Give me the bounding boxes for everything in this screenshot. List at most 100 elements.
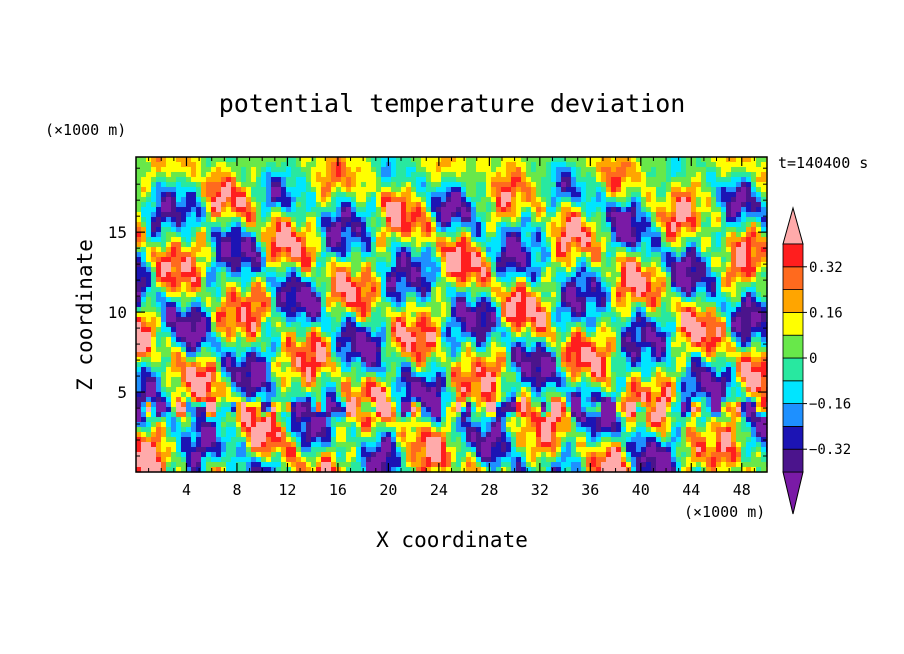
field-cell (181, 287, 187, 293)
field-cell (351, 222, 357, 228)
field-cell (631, 157, 637, 163)
field-cell (296, 332, 302, 338)
field-cell (671, 287, 677, 293)
field-cell (201, 177, 207, 183)
field-cell (561, 232, 567, 238)
field-cell (706, 332, 712, 338)
field-cell (426, 337, 432, 343)
field-cell (236, 182, 242, 188)
field-cell (721, 167, 727, 173)
field-cell (716, 227, 722, 233)
field-cell (211, 342, 217, 348)
field-cell (721, 187, 727, 193)
field-cell (146, 287, 152, 293)
field-cell (381, 282, 387, 288)
field-cell (271, 252, 277, 258)
field-cell (616, 327, 622, 333)
field-cell (531, 167, 537, 173)
field-cell (761, 192, 767, 198)
field-cell (161, 277, 167, 283)
field-cell (151, 332, 157, 338)
field-cell (631, 272, 637, 278)
field-cell (331, 312, 337, 318)
field-cell (441, 312, 447, 318)
field-cell (731, 172, 737, 178)
field-cell (571, 217, 577, 223)
field-cell (551, 167, 557, 173)
field-cell (216, 292, 222, 298)
field-cell (726, 227, 732, 233)
field-cell (516, 222, 522, 228)
field-cell (676, 262, 682, 268)
field-cell (286, 332, 292, 338)
field-cell (516, 307, 522, 313)
field-cell (736, 157, 742, 163)
field-cell (471, 187, 477, 193)
field-cell (341, 272, 347, 278)
field-cell (406, 312, 412, 318)
field-cell (716, 197, 722, 203)
field-cell (651, 162, 657, 168)
field-cell (606, 217, 612, 223)
field-cell (471, 177, 477, 183)
field-cell (616, 237, 622, 243)
field-cell (301, 317, 307, 323)
field-cell (361, 247, 367, 253)
field-cell (366, 277, 372, 283)
field-cell (751, 237, 757, 243)
field-cell (216, 222, 222, 228)
field-cell (666, 232, 672, 238)
field-cell (711, 267, 717, 273)
field-cell (661, 227, 667, 233)
field-cell (521, 182, 527, 188)
field-cell (141, 277, 147, 283)
field-cell (466, 222, 472, 228)
field-cell (371, 157, 377, 163)
field-cell (451, 322, 457, 328)
field-cell (311, 172, 317, 178)
field-cell (501, 327, 507, 333)
field-cell (291, 297, 297, 303)
field-cell (746, 247, 752, 253)
field-cell (191, 227, 197, 233)
field-cell (276, 312, 282, 318)
field-cell (356, 312, 362, 318)
field-cell (316, 237, 322, 243)
field-cell (291, 252, 297, 258)
field-cell (641, 172, 647, 178)
field-cell (186, 192, 192, 198)
field-cell (326, 167, 332, 173)
field-cell (726, 322, 732, 328)
field-cell (251, 227, 257, 233)
field-cell (501, 197, 507, 203)
field-cell (651, 272, 657, 278)
field-cell (176, 222, 182, 228)
field-cell (391, 262, 397, 268)
field-cell (556, 192, 562, 198)
field-cell (176, 212, 182, 218)
field-cell (676, 192, 682, 198)
field-cell (171, 252, 177, 258)
field-cell (321, 212, 327, 218)
field-cell (291, 342, 297, 348)
field-cell (261, 212, 267, 218)
field-cell (301, 167, 307, 173)
field-cell (196, 267, 202, 273)
field-cell (601, 207, 607, 213)
field-cell (261, 292, 267, 298)
field-cell (416, 207, 422, 213)
field-cell (531, 307, 537, 313)
field-cell (466, 292, 472, 298)
field-cell (536, 262, 542, 268)
field-cell (566, 347, 572, 353)
field-cell (291, 217, 297, 223)
field-cell (406, 327, 412, 333)
field-cell (541, 222, 547, 228)
field-cell (521, 277, 527, 283)
field-cell (451, 177, 457, 183)
field-cell (321, 332, 327, 338)
field-cell (421, 157, 427, 163)
field-cell (521, 162, 527, 168)
field-cell (671, 327, 677, 333)
field-cell (271, 342, 277, 348)
